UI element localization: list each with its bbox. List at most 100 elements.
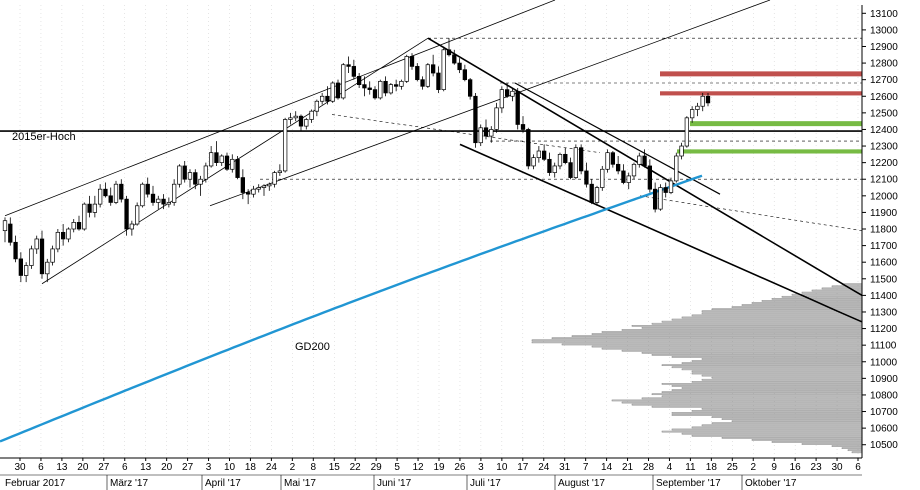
x-tick-label: 7 bbox=[583, 462, 589, 473]
volume-profile-bar bbox=[671, 385, 863, 387]
candle-body bbox=[388, 84, 394, 94]
candle-body bbox=[288, 117, 293, 120]
candle-body bbox=[420, 79, 425, 87]
x-tick-label: 13 bbox=[56, 462, 68, 473]
y-tick-label: 13100 bbox=[870, 9, 898, 20]
resistance-zone bbox=[660, 71, 862, 77]
x-tick-label: 23 bbox=[811, 462, 823, 473]
x-tick-label: 6 bbox=[122, 462, 128, 473]
candle-body bbox=[261, 185, 267, 188]
candle-body bbox=[557, 153, 563, 167]
candles bbox=[2, 38, 711, 283]
x-tick-label: 27 bbox=[98, 462, 110, 473]
candle-body bbox=[92, 203, 98, 213]
candle-body bbox=[298, 115, 304, 127]
x-tick-label: 13 bbox=[140, 462, 152, 473]
volume-profile-bar bbox=[691, 434, 863, 437]
volume-profile-bar bbox=[741, 304, 863, 306]
x-tick-label: 20 bbox=[77, 462, 89, 473]
moving-average-gd200 bbox=[0, 174, 703, 443]
y-tick-label: 12300 bbox=[870, 142, 898, 153]
candle-body bbox=[615, 163, 621, 172]
candle-body bbox=[684, 117, 690, 147]
x-month-label: April '17 bbox=[205, 478, 241, 489]
candle-body bbox=[679, 145, 684, 157]
candle-body bbox=[536, 150, 542, 159]
candle-body bbox=[156, 198, 161, 203]
volume-profile-bar bbox=[651, 354, 863, 356]
annotation-2015-high: 2015er-Hoch bbox=[12, 131, 76, 143]
candle-body bbox=[309, 110, 314, 120]
candle-body bbox=[409, 56, 415, 67]
candle-body bbox=[367, 87, 372, 90]
volume-profile-bar bbox=[701, 374, 863, 377]
candle-body bbox=[134, 205, 140, 225]
candle-body bbox=[325, 95, 330, 102]
volume-profile-bar bbox=[621, 329, 863, 331]
candle-body bbox=[631, 163, 637, 177]
volume-profile-bar bbox=[661, 383, 863, 385]
trendline bbox=[514, 82, 721, 195]
x-month-label: März '17 bbox=[110, 478, 148, 489]
candle-body bbox=[647, 165, 653, 190]
candle-body bbox=[600, 168, 605, 188]
candle-body bbox=[663, 187, 668, 193]
y-tick-label: 12400 bbox=[870, 125, 898, 136]
volume-profile-bar bbox=[847, 449, 863, 452]
candle-body bbox=[71, 222, 76, 230]
x-tick-label: 22 bbox=[350, 462, 362, 473]
y-tick-label: 10500 bbox=[870, 440, 898, 451]
volume-profile-bar bbox=[661, 320, 863, 323]
candle-body bbox=[177, 165, 182, 185]
candle-body bbox=[504, 89, 510, 97]
candle-body bbox=[674, 155, 679, 182]
candle-body bbox=[304, 119, 309, 127]
volume-profile-bar bbox=[701, 312, 863, 315]
candle-body bbox=[483, 127, 489, 137]
dashed-reference-line bbox=[639, 195, 863, 231]
volume-profile-bar bbox=[551, 337, 863, 340]
candle-body bbox=[689, 109, 695, 119]
y-tick-label: 11400 bbox=[870, 291, 898, 302]
candle-body bbox=[251, 188, 256, 195]
y-tick-label: 10700 bbox=[870, 407, 898, 418]
candle-body bbox=[499, 89, 505, 109]
candle-body bbox=[82, 203, 87, 230]
candle-body bbox=[621, 170, 626, 183]
gd200-line bbox=[0, 174, 703, 443]
volume-profile-bar bbox=[691, 381, 863, 383]
candle-body bbox=[700, 95, 705, 107]
candle-body bbox=[404, 56, 409, 82]
candle-body bbox=[457, 62, 462, 71]
volume-profile-bar bbox=[821, 287, 863, 290]
y-tick-label: 10600 bbox=[870, 424, 898, 435]
candle-body bbox=[473, 95, 478, 144]
candle-body bbox=[626, 175, 631, 183]
candle-body bbox=[166, 202, 172, 205]
candle-body bbox=[356, 76, 362, 85]
volume-profile-bar bbox=[671, 412, 863, 414]
candle-body bbox=[552, 165, 557, 173]
candle-body bbox=[446, 49, 452, 56]
x-tick-label: 5 bbox=[394, 462, 400, 473]
volume-profile-bar bbox=[591, 333, 863, 335]
candle-body bbox=[695, 105, 700, 110]
x-tick-label: 21 bbox=[622, 462, 634, 473]
candle-body bbox=[87, 203, 92, 213]
trendlines bbox=[0, 0, 863, 323]
volume-profile-bar bbox=[841, 447, 863, 449]
candle-body bbox=[430, 64, 436, 74]
candle-body bbox=[351, 66, 357, 77]
y-tick-label: 11900 bbox=[870, 208, 898, 219]
x-tick-label: 25 bbox=[727, 462, 739, 473]
volume-profile-bar bbox=[681, 316, 863, 319]
x-tick-label: 28 bbox=[643, 462, 655, 473]
volume-profile-bar bbox=[571, 335, 863, 337]
candle-body bbox=[219, 155, 224, 163]
volume-profile-bar bbox=[851, 451, 863, 454]
x-month-label: Februar 2017 bbox=[5, 478, 65, 489]
volume-profile-bar bbox=[691, 360, 863, 362]
volume-profile-bar bbox=[731, 420, 863, 422]
x-tick-label: 18 bbox=[706, 462, 718, 473]
candle-body bbox=[124, 198, 129, 230]
